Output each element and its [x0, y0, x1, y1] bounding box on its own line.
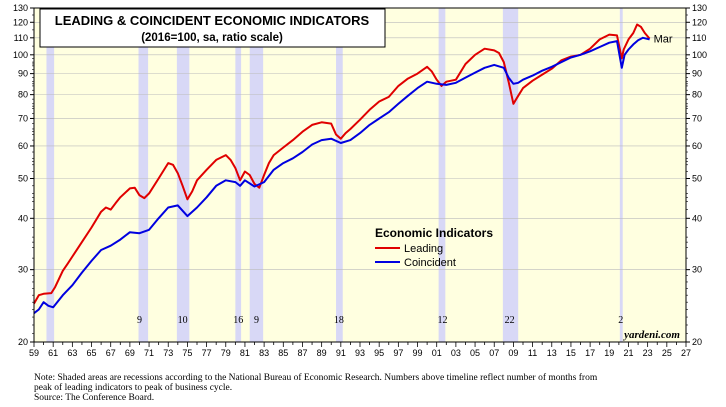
x-tick-label: 69	[125, 348, 135, 358]
y-tick-label-left: 60	[18, 141, 28, 151]
recession-label: 18	[334, 315, 344, 326]
x-tick-label: 91	[336, 348, 346, 358]
x-tick-label: 05	[470, 348, 480, 358]
y-axis-right: 20 30 40 50 60 70 80 90 100 110 120 130	[686, 3, 707, 347]
x-tick-label: 77	[202, 348, 212, 358]
recession-labels: 9 10 16 9 18 12 22 2	[137, 315, 623, 326]
recession-band	[502, 8, 519, 342]
chart-subtitle: (2016=100, sa, ratio scale)	[141, 32, 283, 44]
y-tick-label-right: 110	[692, 33, 706, 43]
y-axis-left: 20 30 40 50 60 70 80 90 100 110 120 130	[13, 3, 34, 347]
recession-label: 9	[137, 315, 142, 326]
note-line-2: peak of leading indicators to peak of bu…	[34, 383, 233, 393]
x-tick-label: 07	[489, 348, 499, 358]
legend-title: Economic Indicators	[375, 226, 493, 240]
y-tick-label-right: 50	[692, 173, 702, 183]
recession-band	[138, 8, 149, 342]
x-tick-label: 09	[508, 348, 518, 358]
y-tick-label-left: 90	[18, 69, 28, 79]
y-tick-label-right: 20	[692, 337, 702, 347]
plot-background	[34, 8, 686, 342]
y-tick-label-right: 100	[692, 50, 707, 60]
series-line-coincident	[33, 36, 650, 314]
x-tick-label: 85	[278, 348, 288, 358]
recession-label: 2	[618, 315, 623, 326]
y-tick-label-right: 80	[692, 90, 702, 100]
recession-band	[438, 8, 446, 342]
x-tick-label: 23	[643, 348, 653, 358]
x-tick-label: 75	[182, 348, 192, 358]
y-tick-label-right: 90	[692, 69, 702, 79]
y-tick-label-left: 70	[18, 113, 28, 123]
recession-band	[46, 8, 55, 342]
recession-band	[336, 8, 343, 342]
brand-label: yardeni.com	[622, 329, 680, 341]
x-tick-label: 71	[144, 348, 154, 358]
x-tick-label: 97	[393, 348, 403, 358]
y-tick-label-left: 130	[13, 3, 28, 13]
x-tick-label: 87	[297, 348, 307, 358]
recession-band	[176, 8, 190, 342]
recession-label: 16	[233, 315, 243, 326]
x-tick-label: 79	[221, 348, 231, 358]
x-tick-label: 17	[585, 348, 595, 358]
x-tick-label: 01	[432, 348, 442, 358]
x-tick-label: 21	[623, 348, 633, 358]
x-tick-label: 27	[681, 348, 691, 358]
x-axis: 59 61 63 65 67 69 71 73 75 77 79 81 83 85 87 89 91 93 95 97…	[29, 342, 691, 358]
recession-band	[249, 8, 264, 342]
x-tick-label: 99	[413, 348, 423, 358]
x-tick-label: 81	[240, 348, 250, 358]
y-tick-label-left: 50	[18, 173, 28, 183]
legend-label-coincident: Coincident	[404, 257, 456, 269]
y-tick-label-left: 110	[14, 33, 28, 43]
x-tick-label: 59	[29, 348, 39, 358]
y-tick-label-right: 130	[692, 3, 707, 13]
recession-label: 9	[254, 315, 259, 326]
x-tick-label: 65	[87, 348, 97, 358]
x-tick-label: 15	[566, 348, 576, 358]
x-tick-label: 83	[259, 348, 269, 358]
y-tick-label-left: 40	[18, 213, 28, 223]
y-tick-label-left: 80	[18, 90, 28, 100]
y-tick-label-right: 70	[692, 113, 702, 123]
recession-label: 10	[178, 315, 188, 326]
series-line-leading	[33, 23, 651, 305]
recession-label: 12	[437, 315, 447, 326]
note-line-3: Source: The Conference Board.	[34, 393, 155, 403]
chart: 20 30 40 50 60 70 80 90 100 110 120 130 20 30 40 50 60 7…	[13, 3, 707, 358]
x-tick-label: 13	[547, 348, 557, 358]
x-tick-label: 19	[604, 348, 614, 358]
end-label-mar: Mar	[654, 34, 673, 46]
legend-label-leading: Leading	[404, 243, 443, 255]
x-tick-label: 11	[528, 348, 537, 358]
recession-label: 22	[505, 315, 515, 326]
y-tick-label-right: 30	[692, 265, 702, 275]
x-tick-label: 95	[374, 348, 384, 358]
x-tick-label: 89	[317, 348, 327, 358]
y-tick-label-right: 120	[692, 17, 707, 27]
title-box: LEADING & COINCIDENT ECONOMIC INDICATORS…	[39, 8, 386, 48]
y-tick-label-left: 30	[18, 265, 28, 275]
y-tick-label-right: 40	[692, 213, 702, 223]
y-tick-label-left: 100	[13, 50, 28, 60]
y-tick-label-left: 120	[13, 17, 28, 27]
series-lines	[33, 23, 651, 314]
chart-title: LEADING & COINCIDENT ECONOMIC INDICATORS	[55, 13, 370, 28]
x-tick-label: 03	[451, 348, 461, 358]
note-line-1: Note: Shaded areas are recessions accord…	[34, 373, 598, 383]
y-tick-label-right: 60	[692, 141, 702, 151]
y-tick-label-left: 20	[18, 337, 28, 347]
x-tick-label: 73	[163, 348, 173, 358]
x-tick-label: 25	[662, 348, 672, 358]
x-tick-label: 93	[355, 348, 365, 358]
recession-band	[619, 8, 623, 342]
legend: Economic Indicators Leading Coincident	[375, 226, 493, 269]
x-tick-label: 63	[67, 348, 77, 358]
x-tick-label: 61	[48, 348, 58, 358]
x-tick-label: 67	[106, 348, 116, 358]
